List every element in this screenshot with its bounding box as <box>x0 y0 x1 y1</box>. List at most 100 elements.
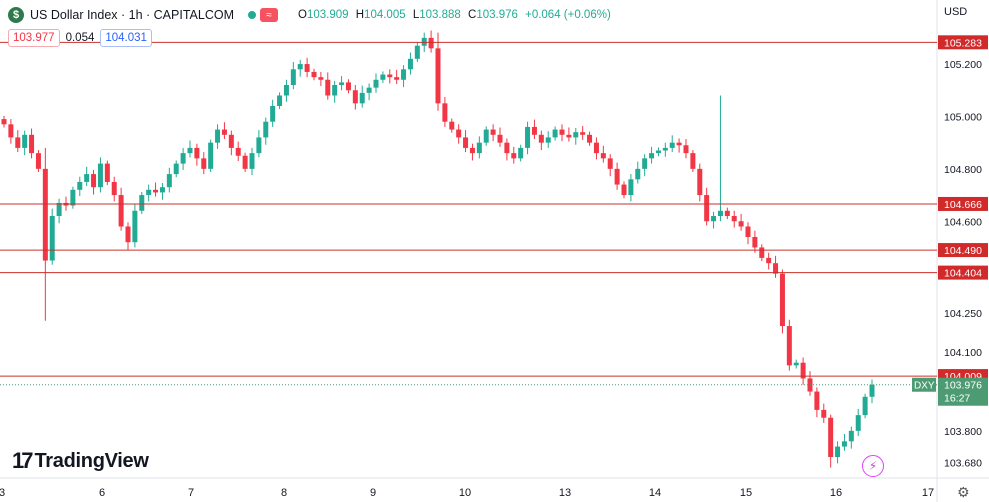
candle-body <box>228 134 234 148</box>
candle-body <box>263 121 269 138</box>
candle-body <box>283 85 289 96</box>
candle-body <box>497 134 503 143</box>
x-tick-label: 3 <box>0 487 5 499</box>
low-value: 103.888 <box>419 9 461 21</box>
x-tick-label: 17 <box>922 487 934 499</box>
candle-body <box>704 195 710 222</box>
candle-body <box>573 132 579 138</box>
candle-body <box>759 247 765 258</box>
candle-body <box>56 202 62 217</box>
candle-body <box>442 103 448 122</box>
candle-body <box>125 226 131 243</box>
candle-body <box>173 163 179 175</box>
candle-body <box>518 147 524 159</box>
price-level-label: 104.666 <box>944 199 982 211</box>
candle-body <box>449 121 455 130</box>
candle-body <box>97 163 103 188</box>
candle-body <box>587 134 593 143</box>
candle-body <box>662 147 668 151</box>
candle-body <box>380 74 386 80</box>
chart-header: $ US Dollar Index · 1h · CAPITALCOM ≈ O1… <box>8 6 611 24</box>
candle-body <box>15 137 21 148</box>
candle-body <box>153 189 159 193</box>
tradingview-logo[interactable]: 17 TradingView <box>12 448 149 474</box>
candle-body <box>1 119 7 125</box>
candle-body <box>483 129 489 143</box>
price-level-tag <box>938 35 988 50</box>
candle-body <box>359 92 365 104</box>
candle-body <box>394 77 400 80</box>
candle-body <box>435 48 441 104</box>
candle-body <box>456 129 462 138</box>
candle-body <box>387 74 393 78</box>
candle-body <box>339 82 345 86</box>
candle-body <box>325 79 331 96</box>
candle-body <box>745 226 751 237</box>
candle-body <box>614 168 620 185</box>
candle-body <box>366 87 372 93</box>
settings-icon[interactable]: ⚙ <box>957 484 970 500</box>
currency-selector[interactable]: USD <box>944 6 968 18</box>
candle-body <box>793 362 799 366</box>
candle-body <box>180 153 186 164</box>
candle-body <box>215 129 221 143</box>
price-level-tag <box>938 243 988 258</box>
candle-body <box>593 142 599 154</box>
candle-body <box>690 153 696 169</box>
candle-body <box>621 184 627 196</box>
sell-price-button[interactable]: 103.977 <box>8 29 60 47</box>
symbol-tag <box>912 377 936 392</box>
candle-body <box>270 105 276 122</box>
candle-body <box>146 189 152 196</box>
y-tick-label: 105.200 <box>944 59 982 71</box>
lightning-icon[interactable]: ⚡ <box>862 455 884 477</box>
candle-body <box>311 71 317 78</box>
x-tick-label: 10 <box>459 487 471 499</box>
x-tick-label: 16 <box>830 487 842 499</box>
buy-price-button[interactable]: 104.031 <box>100 29 152 47</box>
candle-body <box>91 174 97 188</box>
candle-body <box>166 174 172 188</box>
candle-body <box>469 147 475 154</box>
y-tick-label: 103.680 <box>944 457 982 469</box>
candle-body <box>304 64 310 72</box>
candle-body <box>29 134 35 154</box>
dollar-circle-icon: $ <box>8 7 24 23</box>
candle-body <box>187 147 193 154</box>
candle-body <box>290 69 296 86</box>
candle-body <box>773 263 779 274</box>
candle-body <box>49 216 55 261</box>
candle-body <box>642 158 648 169</box>
candle-body <box>428 37 434 49</box>
y-tick-label: 104.800 <box>944 164 982 176</box>
candle-body <box>373 79 379 88</box>
wave-icon[interactable]: ≈ <box>260 8 278 22</box>
candle-body <box>401 69 407 80</box>
candle-body <box>504 142 510 154</box>
candle-body <box>559 129 565 135</box>
bar-countdown-label: 16:27 <box>944 393 970 405</box>
candle-body <box>132 210 138 243</box>
candle-body <box>766 257 772 264</box>
candle-body <box>297 64 303 70</box>
candle-body <box>855 415 861 431</box>
price-level-tag <box>938 265 988 280</box>
y-tick-label: 104.100 <box>944 347 982 359</box>
symbol-title[interactable]: US Dollar Index · 1h · CAPITALCOM <box>30 8 234 22</box>
candle-body <box>84 174 90 182</box>
current-price-tag <box>938 377 988 406</box>
candle-body <box>345 82 351 91</box>
candle-body <box>463 137 469 148</box>
candle-body <box>525 126 531 148</box>
current-price-label: 103.976 <box>944 380 982 392</box>
candle-body <box>669 142 675 148</box>
candle-body <box>104 163 110 182</box>
candle-body <box>566 134 572 138</box>
candle-body <box>635 168 641 180</box>
x-tick-label: 6 <box>99 487 105 499</box>
candle-body <box>421 37 427 46</box>
candle-body <box>821 409 827 418</box>
ohlc-values: O103.909 H104.005 L103.888 C103.976 +0.0… <box>294 9 611 21</box>
